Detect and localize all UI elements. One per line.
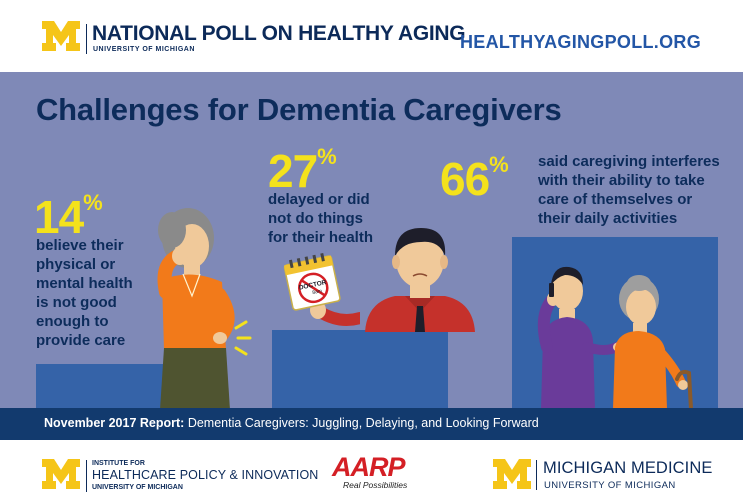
report-citation: November 2017 Report: Dementia Caregiver…: [44, 416, 539, 430]
poll-title: NATIONAL POLL ON HEALTHY AGING: [92, 22, 466, 45]
caregiver-man-illustration-icon: [365, 228, 475, 332]
svg-text:8am: 8am: [312, 288, 323, 296]
michigan-medicine-divider: [536, 460, 537, 490]
stat-27-percent: 27%: [268, 144, 337, 197]
report-label: November 2017 Report:: [44, 416, 185, 430]
calendar-icon: DOCTOR 8am: [283, 253, 360, 326]
ihpi-divider: [86, 460, 87, 492]
page-title: Challenges for Dementia Caregivers: [36, 92, 562, 127]
poll-website-link[interactable]: HEALTHYAGINGPOLL.ORG: [459, 32, 701, 52]
aarp-tagline: Real Possibilities: [343, 480, 408, 490]
stat-14-description: believe their physical or mental health …: [36, 237, 133, 349]
header-divider: [86, 24, 87, 54]
header: NATIONAL POLL ON HEALTHY AGING UNIVERSIT…: [0, 0, 743, 72]
michigan-medicine-title: MICHIGAN MEDICINE: [543, 459, 713, 477]
stat-27-description: delayed or did not do things for their h…: [268, 191, 374, 246]
caregiver-woman-illustration-icon: [157, 208, 252, 408]
partner-logos: INSTITUTE FOR HEALTHCARE POLICY & INNOVA…: [0, 440, 743, 501]
michigan-medicine-block-m-logo-icon: [493, 459, 531, 489]
poll-subtitle: UNIVERSITY OF MICHIGAN: [93, 46, 195, 53]
stat-66-percent: 66%: [440, 152, 509, 205]
ihpi-block-m-logo-icon: [42, 459, 80, 489]
ihpi-line2: HEALTHCARE POLICY & INNOVATION: [92, 468, 319, 482]
michigan-medicine-subtitle: UNIVERSITY OF MICHIGAN: [544, 480, 676, 491]
report-text: Dementia Caregivers: Juggling, Delaying,…: [187, 416, 539, 430]
block-m-logo-icon: [42, 21, 80, 51]
stat-14-percent: 14%: [34, 190, 103, 243]
aarp-logo: AARP: [332, 452, 406, 482]
platform-block-left: [36, 364, 170, 408]
caregiver-couple-illustration-icon: [537, 266, 693, 408]
report-bar: November 2017 Report: Dementia Caregiver…: [0, 408, 743, 440]
platform-block-middle: [272, 330, 448, 408]
ihpi-line3: UNIVERSITY OF MICHIGAN: [92, 484, 183, 491]
stat-66-description: said caregiving interferes with their ab…: [538, 153, 720, 227]
infographic-panel: Challenges for Dementia Caregivers 14% b…: [0, 72, 743, 408]
ihpi-line1: INSTITUTE FOR: [92, 460, 145, 467]
